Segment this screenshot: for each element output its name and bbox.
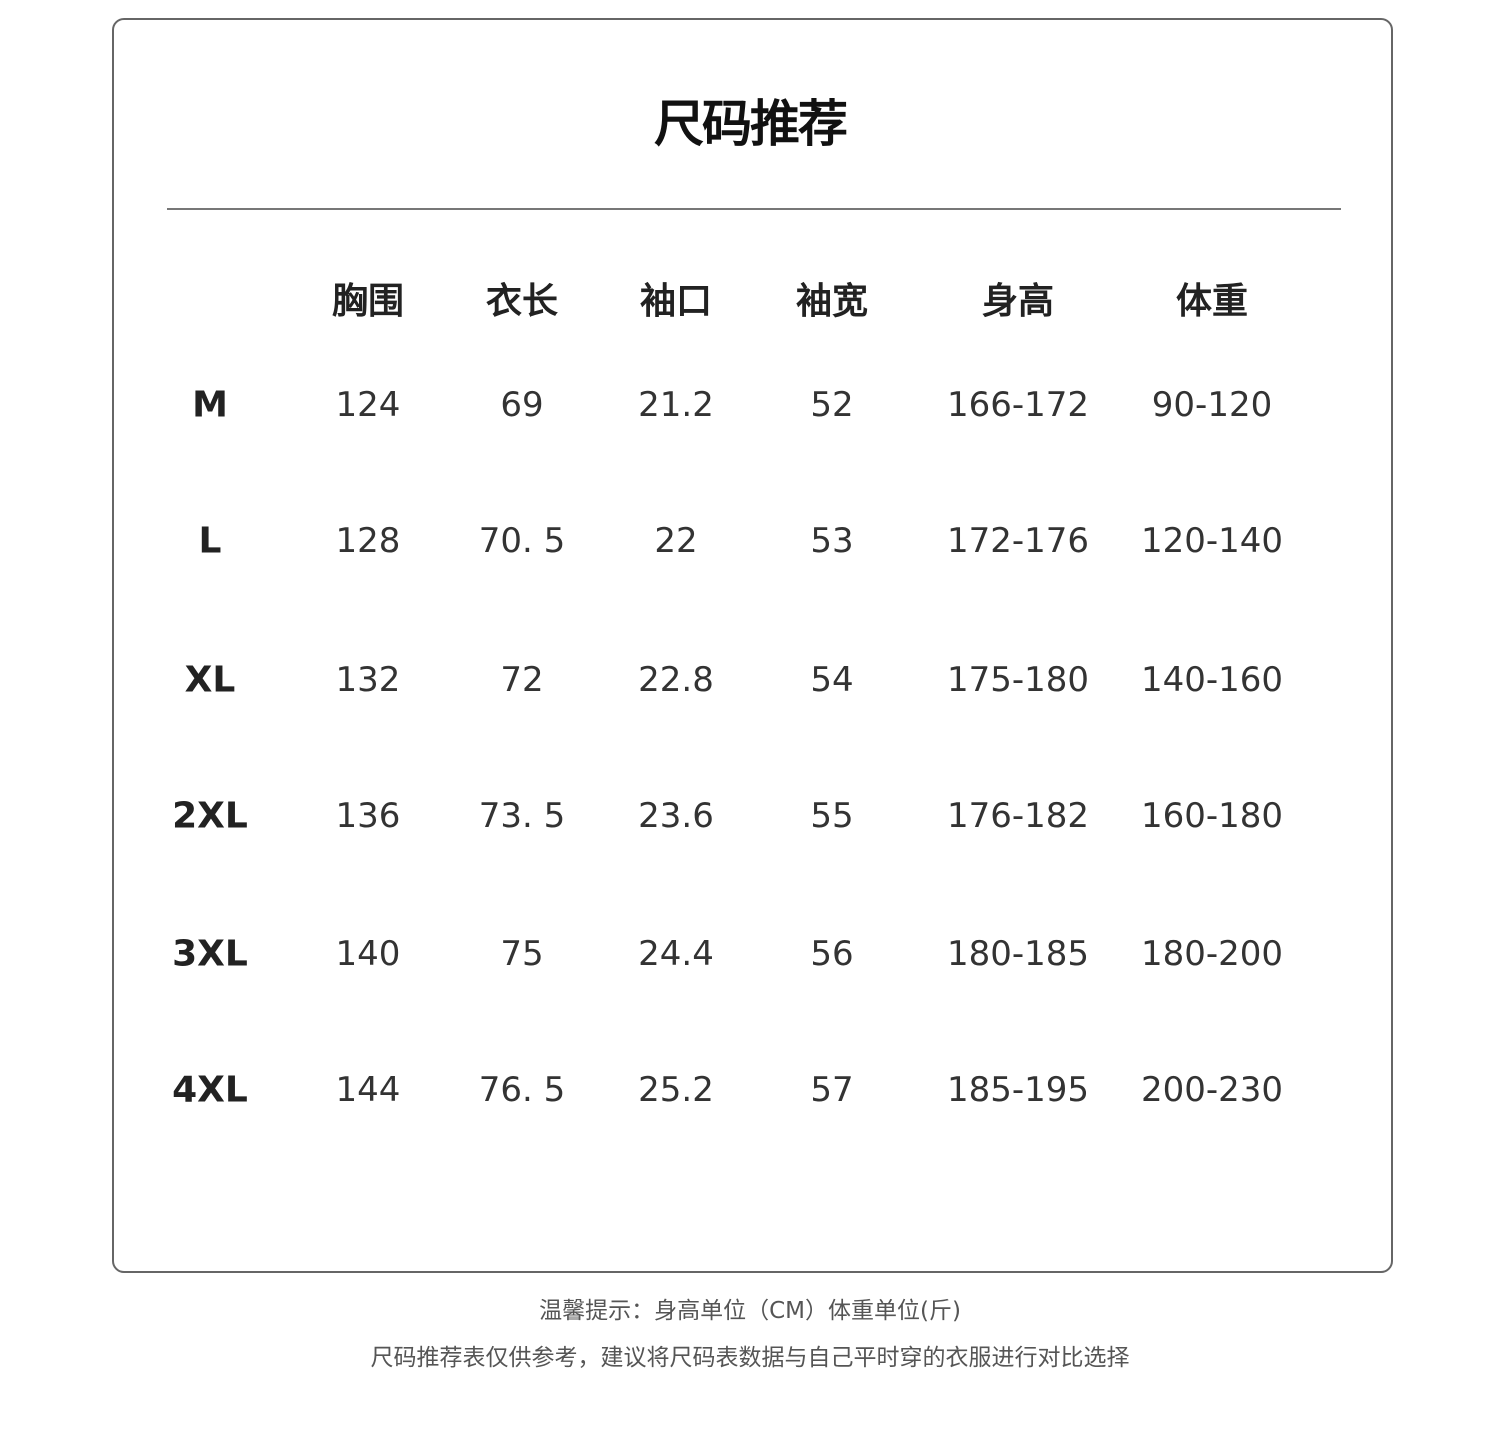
table-cell: 185-195 [946, 1070, 1090, 1110]
table-cell: 22.8 [638, 660, 714, 700]
divider [167, 208, 1341, 210]
table-cell: 21.2 [638, 385, 714, 425]
table-cell: 176-182 [946, 796, 1090, 836]
column-header: 胸围 [331, 281, 405, 322]
table-cell: 69 [500, 385, 544, 425]
table-cell: 160-180 [1140, 796, 1284, 836]
table-cell: 180-200 [1140, 934, 1284, 974]
size-label: 3XL [172, 933, 248, 975]
table-cell: 24.4 [638, 934, 714, 974]
column-header: 体重 [1175, 281, 1249, 322]
table-cell: 124 [335, 385, 401, 425]
table-cell: 56 [810, 934, 854, 974]
table-cell: 90-120 [1151, 385, 1273, 425]
column-header: 袖宽 [795, 281, 869, 322]
table-cell: 200-230 [1140, 1070, 1284, 1110]
table-cell: 53 [810, 521, 854, 561]
size-label: 2XL [172, 795, 248, 837]
table-cell: 57 [810, 1070, 854, 1110]
table-cell: 72 [500, 660, 544, 700]
column-header: 袖口 [639, 281, 713, 322]
table-cell: 120-140 [1140, 521, 1284, 561]
table-cell: 166-172 [946, 385, 1090, 425]
table-cell: 54 [810, 660, 854, 700]
reference-note: 尺码推荐表仅供参考，建议将尺码表数据与自己平时穿的衣服进行对比选择 [370, 1345, 1130, 1371]
table-cell: 23.6 [638, 796, 714, 836]
table-cell: 52 [810, 385, 854, 425]
table-cell: 140-160 [1140, 660, 1284, 700]
table-cell: 70. 5 [478, 521, 566, 561]
size-label: L [198, 520, 222, 562]
table-cell: 55 [810, 796, 854, 836]
table-cell: 22 [654, 521, 698, 561]
table-cell: 175-180 [946, 660, 1090, 700]
table-cell: 136 [335, 796, 401, 836]
table-cell: 140 [335, 934, 401, 974]
table-cell: 128 [335, 521, 401, 561]
table-cell: 75 [500, 934, 544, 974]
table-cell: 172-176 [946, 521, 1090, 561]
column-header: 衣长 [485, 281, 559, 322]
size-label: 4XL [172, 1069, 248, 1111]
size-label: XL [184, 659, 236, 701]
size-label: M [192, 384, 228, 426]
table-cell: 76. 5 [478, 1070, 566, 1110]
table-cell: 73. 5 [478, 796, 566, 836]
table-cell: 132 [335, 660, 401, 700]
table-cell: 144 [335, 1070, 401, 1110]
column-header: 身高 [981, 281, 1055, 322]
table-cell: 25.2 [638, 1070, 714, 1110]
table-cell: 180-185 [946, 934, 1090, 974]
size-chart-card [112, 18, 1393, 1273]
unit-note: 温馨提示：身高单位（CM）体重单位(斤) [539, 1298, 961, 1324]
page-title: 尺码推荐 [654, 95, 848, 153]
